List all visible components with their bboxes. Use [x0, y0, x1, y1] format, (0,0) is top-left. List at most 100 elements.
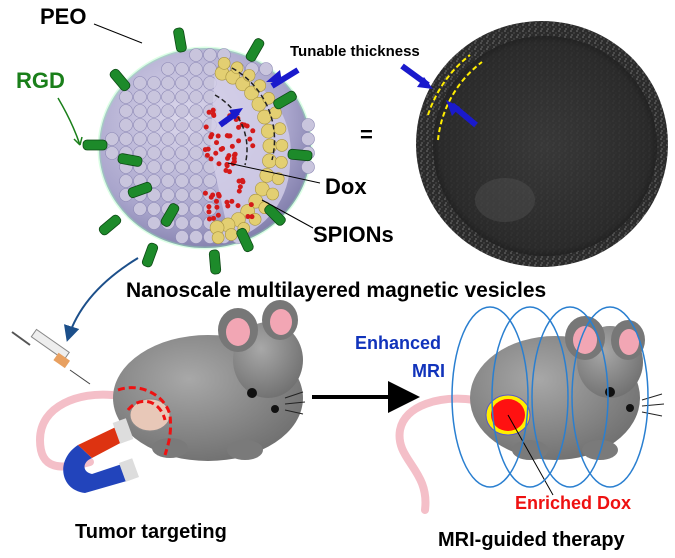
- dox-leader: [227, 162, 321, 184]
- lipid-sphere: [105, 146, 119, 160]
- spion-particle: [271, 172, 285, 185]
- lipid-sphere: [203, 48, 217, 62]
- spion-particle: [262, 153, 277, 169]
- lipid-sphere: [203, 62, 217, 76]
- lipid-sphere: [147, 76, 161, 90]
- dox-particle: [216, 191, 222, 197]
- dox-particle: [232, 151, 238, 157]
- injection-arrow: [63, 257, 139, 342]
- magnet-icon: [63, 418, 139, 493]
- spion-particle: [230, 61, 244, 75]
- lipid-sphere: [105, 132, 119, 146]
- lipid-sphere: [189, 48, 203, 62]
- dox-particle: [250, 128, 256, 134]
- dox-particle: [213, 150, 219, 156]
- lipid-sphere: [175, 76, 189, 90]
- dox-particle: [206, 109, 212, 115]
- lipid-sphere: [147, 160, 161, 174]
- lipid-sphere: [161, 118, 175, 132]
- lipid-sphere: [175, 174, 189, 188]
- dox-particle: [218, 146, 224, 152]
- dox-particle: [250, 143, 256, 149]
- lipid-sphere: [161, 160, 175, 174]
- lipid-sphere: [147, 118, 161, 132]
- lipid-sphere: [175, 230, 189, 244]
- rgd-cylinder: [98, 214, 122, 236]
- lipid-sphere: [301, 118, 315, 132]
- dox-particle: [208, 194, 214, 200]
- lipid-sphere: [175, 160, 189, 174]
- lipid-sphere: [147, 90, 161, 104]
- lipid-sphere: [189, 216, 203, 230]
- mouse-tumor-targeting: [11, 300, 306, 493]
- spion-particle: [217, 57, 231, 70]
- rgd-cylinder: [141, 242, 159, 268]
- dox-particle: [235, 203, 241, 209]
- lipid-sphere: [259, 62, 273, 76]
- dox-particle: [223, 168, 229, 174]
- lipid-sphere: [147, 188, 161, 202]
- diagram-title: Nanoscale multilayered magnetic vesicles: [126, 279, 547, 302]
- lipid-sphere: [301, 160, 315, 174]
- lipid-sphere: [147, 202, 161, 216]
- dox-particle: [202, 190, 208, 196]
- label-dox: Dox: [325, 174, 367, 199]
- dox-particle: [210, 111, 216, 117]
- lipid-sphere: [161, 132, 175, 146]
- dox-particle: [210, 107, 216, 113]
- dox-particle: [215, 133, 221, 139]
- rgd-cylinders: [82, 27, 313, 275]
- lipid-sphere: [189, 62, 203, 76]
- spion-layer: [209, 57, 289, 244]
- dox-particle: [215, 212, 221, 218]
- lipid-sphere: [189, 104, 203, 118]
- label-tunable-thickness: Tunable thickness: [290, 43, 420, 60]
- lipid-sphere: [189, 118, 203, 132]
- label-equals: =: [360, 122, 373, 147]
- rgd-cylinder: [245, 38, 265, 62]
- rgd-cylinder: [82, 139, 108, 151]
- lipid-sphere: [189, 174, 203, 188]
- rgd-leader: [57, 97, 81, 146]
- lipid-sphere: [147, 132, 161, 146]
- rgd-cylinder: [287, 148, 313, 162]
- rgd-cylinder: [127, 181, 153, 199]
- lipid-sphere: [189, 132, 203, 146]
- lipid-sphere: [189, 230, 203, 244]
- dox-particle: [213, 198, 219, 204]
- lipid-sphere: [119, 90, 133, 104]
- dox-particle: [231, 159, 237, 165]
- dox-particle: [214, 204, 220, 210]
- lipid-sphere: [161, 76, 175, 90]
- peo-leader: [93, 23, 143, 44]
- spion-particle: [275, 155, 288, 169]
- lipid-sphere: [147, 216, 161, 230]
- rgd-cylinder: [273, 90, 297, 110]
- dox-particle: [249, 214, 255, 220]
- rgd-cylinder: [117, 153, 143, 167]
- dox-particle: [224, 199, 230, 205]
- spion-particle: [273, 122, 287, 136]
- rgd-cylinder: [236, 227, 254, 253]
- dox-particle: [248, 202, 254, 208]
- syringe-icon: [11, 328, 91, 385]
- dox-particle: [236, 138, 242, 144]
- lipid-sphere: [203, 174, 217, 188]
- spion-particle: [266, 187, 279, 201]
- lipid-sphere: [161, 174, 175, 188]
- lipid-sphere: [175, 62, 189, 76]
- lipid-sphere: [133, 104, 147, 118]
- dox-particle: [204, 152, 210, 158]
- lipid-sphere: [119, 118, 133, 132]
- spion-particle: [262, 91, 275, 105]
- rgd-cylinder: [109, 68, 131, 92]
- lipid-sphere: [175, 90, 189, 104]
- lipid-sphere: [133, 118, 147, 132]
- dox-particle: [211, 215, 217, 221]
- rgd-cylinder: [264, 204, 286, 226]
- label-mri: MRI: [412, 361, 445, 381]
- dox-particle: [214, 140, 220, 146]
- dox-particle: [236, 124, 242, 130]
- dox-particle: [236, 188, 242, 194]
